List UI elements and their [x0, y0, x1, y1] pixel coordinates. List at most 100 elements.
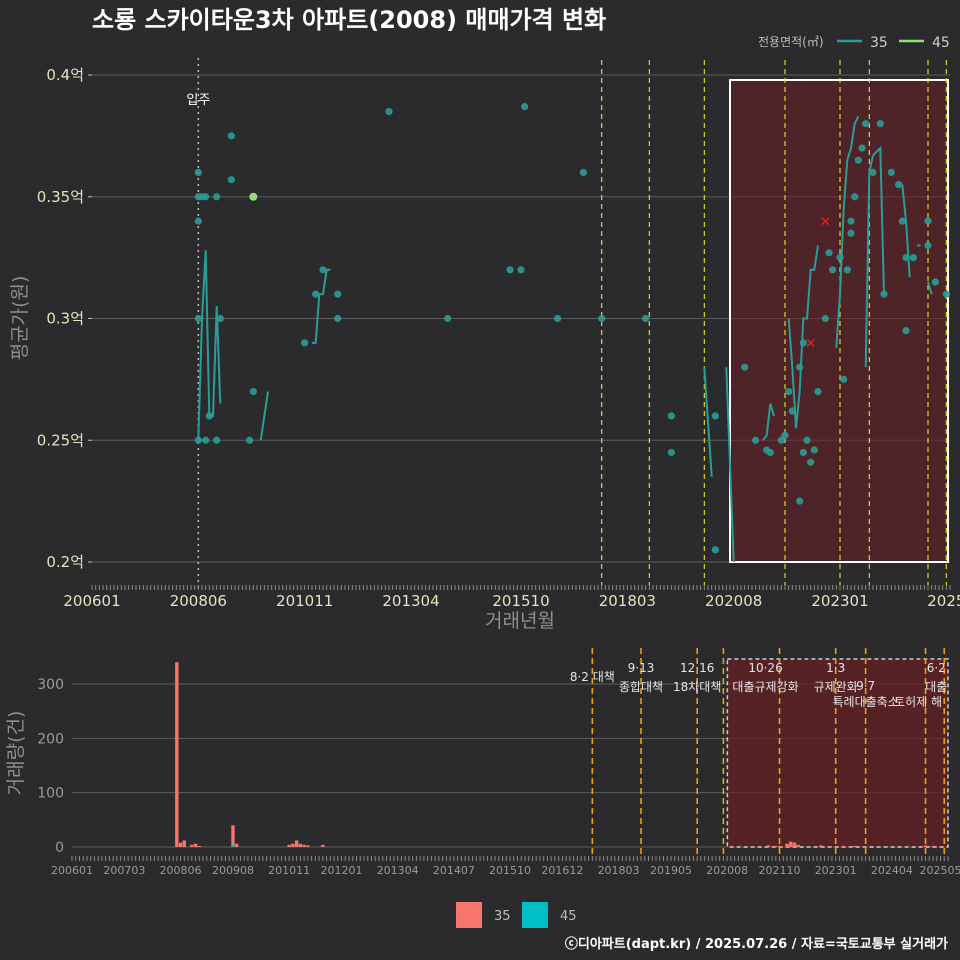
volume-bar-35	[777, 845, 782, 847]
volume-y-tick-label: 300	[37, 677, 64, 693]
series-35-point	[814, 387, 822, 396]
price-y-tick-label: 0.25억	[37, 431, 84, 449]
series-35-point	[334, 290, 342, 298]
series-35-point	[898, 217, 906, 225]
series-35-line	[864, 145, 885, 368]
series-35-point	[444, 314, 452, 323]
series-35-point	[579, 168, 587, 176]
volume-x-tick-label: 200908	[212, 864, 254, 877]
series-35-line	[927, 281, 933, 295]
series-35-point	[249, 387, 257, 396]
series-35-point	[836, 254, 844, 262]
series-35-point	[843, 266, 851, 274]
volume-bar-35	[774, 845, 778, 847]
footer-credit: ⓒ디아파트(dapt.kr) / 2025.07.26 / 자료=국토교통부 실…	[565, 936, 948, 952]
series-35-line	[703, 367, 713, 477]
series-35-line	[835, 115, 860, 348]
series-35-point	[213, 193, 221, 201]
price-series-points	[194, 103, 950, 554]
series-35-point	[840, 375, 848, 383]
policy-name-label: 대출	[925, 680, 947, 694]
volume-bar-35	[302, 844, 306, 847]
volume-x-axis: 200601 200703 200806 200908 201011 201201 2013…	[51, 856, 960, 877]
price-y-tick-label: 0.4억	[46, 66, 84, 84]
series-35-point	[752, 436, 760, 444]
cancelled-mark	[806, 338, 815, 347]
volume-x-tick-label: 201612	[541, 864, 583, 877]
volume-bar-35	[231, 825, 235, 847]
volume-bar-45	[231, 844, 235, 847]
volume-x-tick-label: 200806	[160, 864, 202, 877]
series-35-point	[202, 193, 210, 201]
volume-legend-label-45: 45	[560, 909, 577, 924]
volume-bar-35	[193, 843, 198, 847]
series-35-line	[762, 403, 775, 441]
series-35-point	[785, 387, 793, 396]
volume-y-axis: 0 100 200 300	[37, 677, 64, 856]
policy-date-label: 6·2	[927, 661, 946, 675]
series-35-point	[598, 314, 606, 323]
volume-bar-35	[287, 844, 291, 847]
series-35-point	[741, 363, 749, 371]
policy-date-label: 8·2 대책	[570, 669, 615, 684]
series-35-point	[851, 193, 859, 201]
volume-bar-35	[923, 845, 928, 847]
series-35-point	[895, 180, 903, 189]
price-x-axis-title: 거래년월	[485, 610, 555, 632]
volume-x-tick-label: 201201	[321, 864, 363, 877]
volume-y-tick-label: 200	[37, 731, 64, 747]
series-35-point	[521, 103, 529, 111]
series-35-point	[711, 412, 719, 420]
series-35-point	[554, 314, 562, 323]
volume-x-tick-label: 201510	[489, 864, 531, 877]
volume-x-tick-label: 202505	[920, 864, 960, 877]
series-35-point	[880, 290, 888, 298]
volume-legend: 35 45	[456, 902, 577, 928]
volume-x-tick-label: 200601	[51, 864, 93, 877]
volume-legend-swatch-45	[522, 902, 548, 928]
volume-bar-35	[175, 662, 179, 847]
volume-bar-35	[931, 845, 935, 847]
cancelled-mark	[821, 217, 830, 226]
price-legend: 전용면적(㎡) 35 45	[758, 35, 950, 51]
series-35-point	[821, 314, 829, 323]
series-35-line	[787, 245, 819, 429]
series-35-point	[924, 241, 932, 250]
series-35-point	[517, 266, 525, 274]
price-x-axis: 200601 200806 201011 201304 201510 201803 2020…	[63, 585, 960, 610]
series-35-point	[858, 144, 866, 152]
volume-x-tick-label: 200703	[103, 864, 145, 877]
series-35-point	[781, 431, 789, 439]
series-35-point	[942, 290, 950, 298]
series-35-line	[725, 367, 735, 563]
series-35-point	[799, 448, 807, 457]
series-35-line	[312, 268, 331, 344]
series-35-point	[803, 436, 811, 444]
volume-bars	[175, 662, 935, 847]
series-35-point	[194, 217, 202, 225]
policy-name-label: 18차대책	[673, 679, 721, 694]
policy-date-label: 10·26	[748, 661, 782, 675]
price-y-axis-title: 평균가(원)	[9, 276, 31, 361]
legend-label-35: 35	[870, 35, 888, 51]
price-x-tick-label: 200806	[170, 592, 227, 610]
series-35-point	[862, 120, 870, 128]
policy-date-label: 9·13	[628, 661, 655, 675]
series-35-point	[788, 407, 796, 415]
series-35-point	[887, 168, 895, 176]
price-x-tick-label: 202008	[705, 592, 762, 610]
volume-x-tick-label: 202008	[706, 864, 748, 877]
series-35-point	[909, 254, 917, 262]
policy-date-label: 12·16	[680, 661, 714, 675]
volume-bar-35	[819, 845, 823, 847]
series-35-point	[799, 339, 807, 347]
series-45-point	[249, 192, 258, 201]
volume-legend-swatch-35	[456, 902, 482, 928]
volume-bar-35	[785, 843, 789, 847]
series-35-point	[931, 278, 939, 286]
volume-bar-35	[182, 840, 186, 847]
volume-bar-35	[841, 845, 845, 847]
policy-name-label: 대출규제강화	[732, 680, 798, 694]
volume-bar-35	[789, 841, 793, 847]
